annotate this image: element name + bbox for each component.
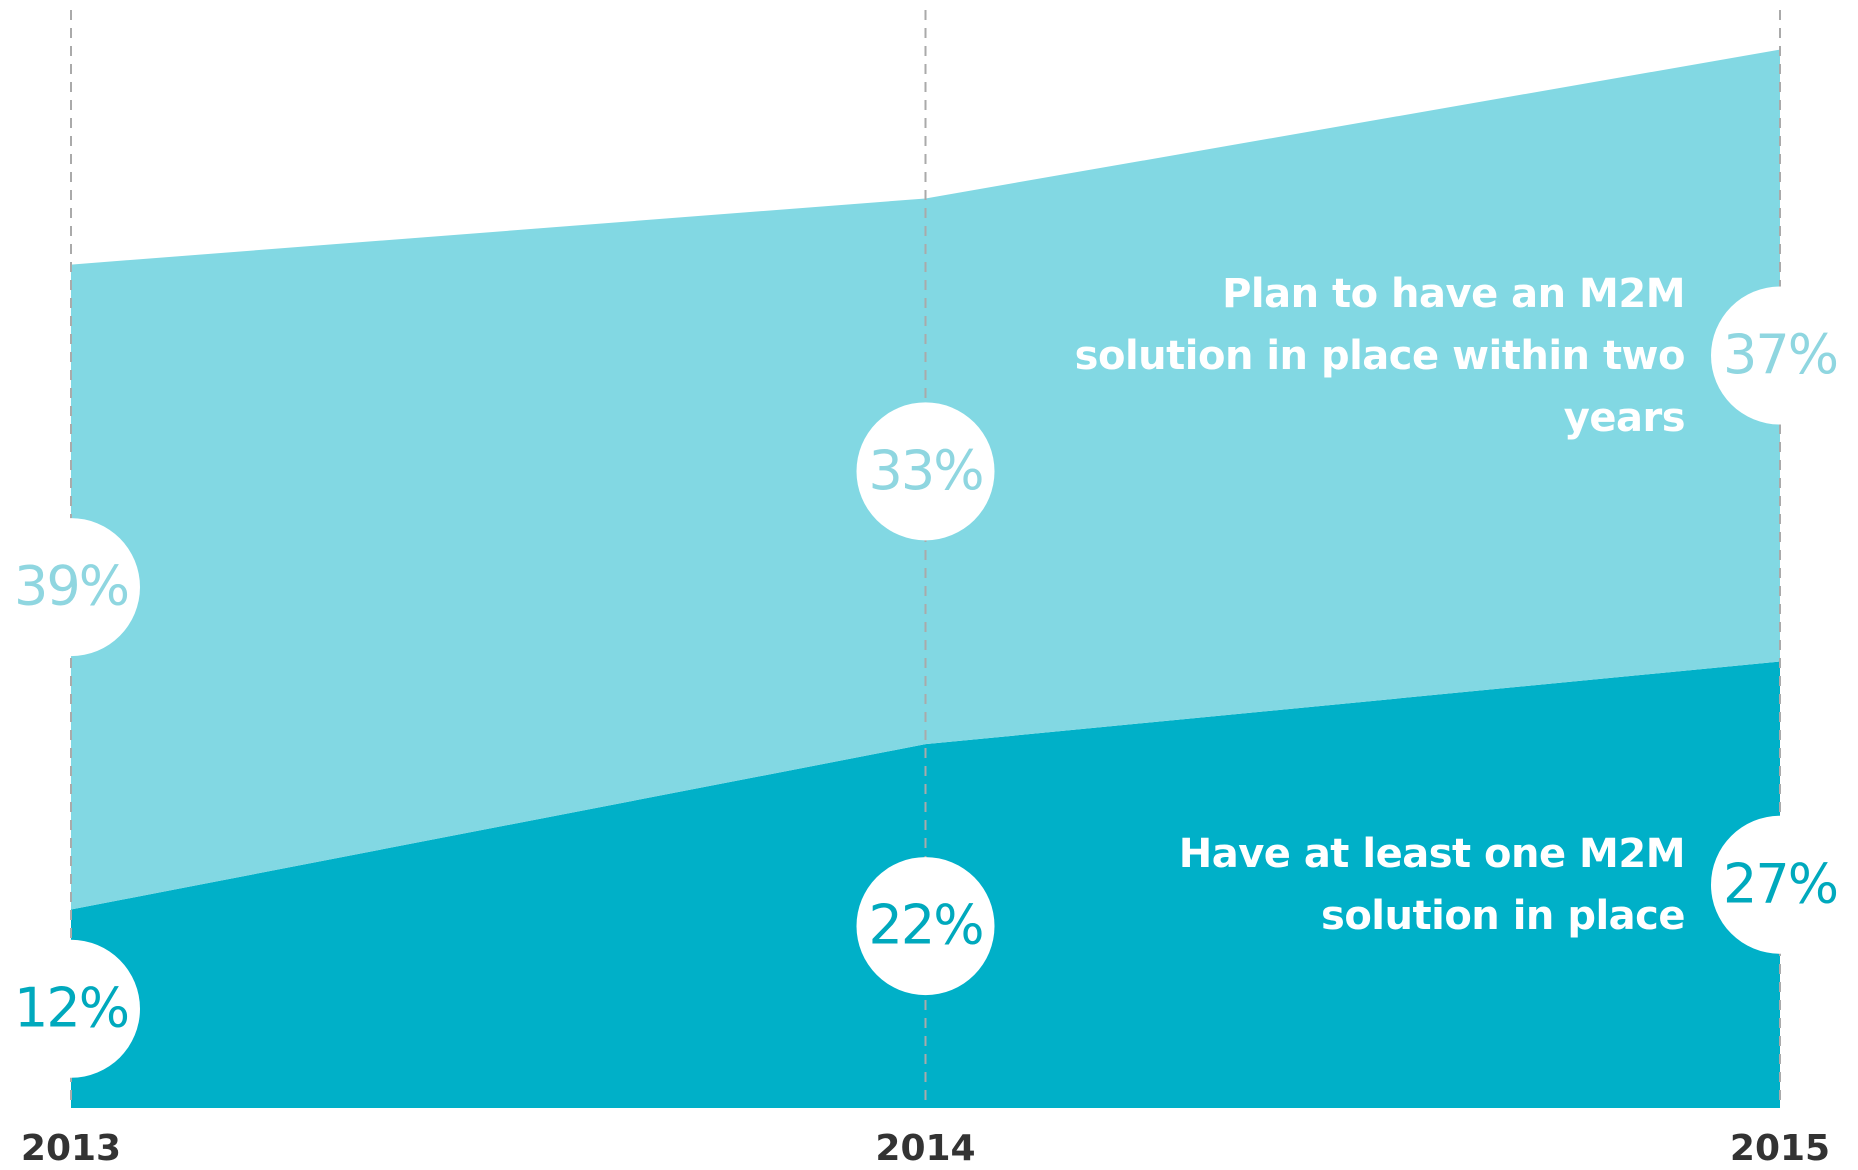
label-badge (1711, 815, 1849, 954)
data-label: 33% (868, 439, 982, 502)
x-tick-label: 2014 (875, 1128, 975, 1169)
x-tick-label: 2015 (1730, 1128, 1830, 1169)
data-label: 12% (14, 976, 128, 1039)
label-badge (856, 857, 995, 996)
x-tick-label: 2013 (21, 1128, 121, 1169)
label-badge (2, 518, 140, 657)
series-label: Have at least one M2M solution in place (1178, 830, 1686, 939)
data-label: 27% (1723, 852, 1837, 915)
label-badge (856, 402, 995, 541)
data-label: 39% (14, 555, 128, 618)
series-label: Plan to have an M2M solution in place wi… (1074, 270, 1686, 441)
data-label: 37% (1723, 323, 1837, 386)
label-badge (2, 939, 140, 1078)
data-label: 22% (868, 894, 982, 957)
label-badge (1711, 286, 1849, 425)
